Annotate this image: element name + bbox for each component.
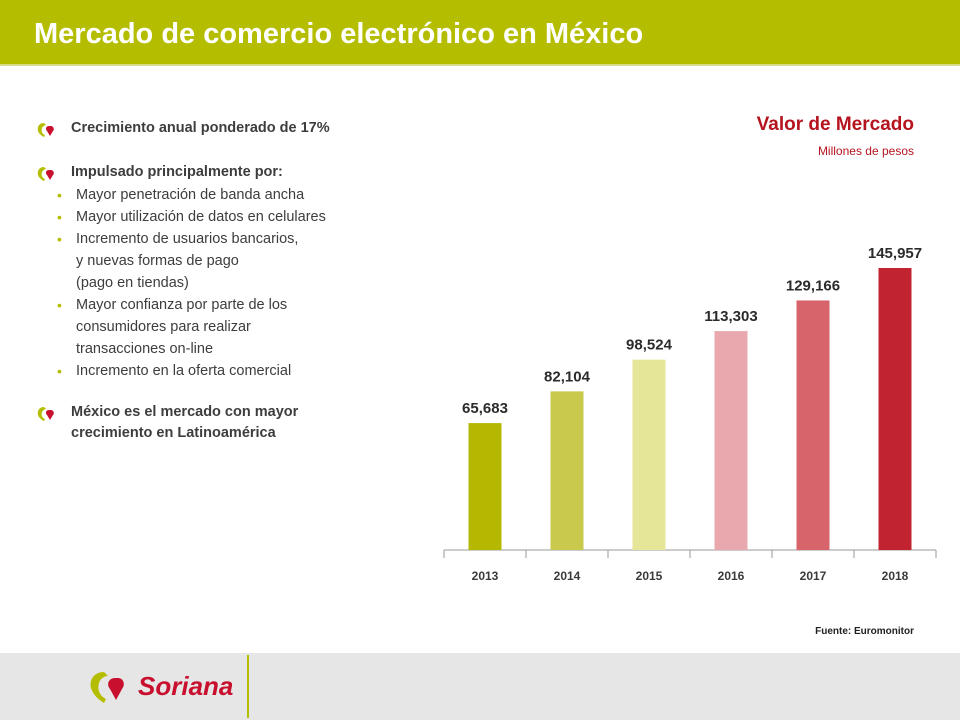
bullet-dot-icon: • (57, 187, 62, 203)
sub-item: • Mayor penetración de banda ancha (56, 184, 436, 206)
bullet-item: Crecimiento anual ponderado de 17% (36, 118, 436, 139)
bar-2015 (632, 359, 666, 550)
x-tick-label-2014: 2014 (554, 569, 581, 583)
sub-item: • Mayor confianza por parte de los (56, 294, 436, 316)
soriana-bullet-icon (37, 167, 54, 181)
bullet-dot-icon: • (57, 209, 62, 225)
page-title: Mercado de comercio electrónico en Méxic… (34, 18, 644, 50)
bullet-text: México es el mercado con mayor crecimien… (71, 404, 299, 441)
bullet-text: Crecimiento anual ponderado de 17% (71, 120, 330, 136)
sub-item-continuation: y nuevas formas de pago (76, 253, 239, 269)
sub-item: • Incremento de usuarios bancarios, (56, 228, 436, 250)
soriana-bullet-icon (37, 123, 54, 137)
bullet-text: Impulsado principalmente por: (71, 164, 283, 180)
source-note: Fuente: Euromonitor (815, 626, 914, 637)
data-label-2014: 82,104 (544, 368, 591, 385)
data-label-2013: 65,683 (462, 400, 508, 417)
data-label-2017: 129,166 (786, 277, 840, 294)
chart-subtitle: Millones de pesos (817, 144, 914, 158)
sub-list: • Mayor penetración de banda ancha • Mayor… (36, 184, 436, 382)
bar-2013 (468, 423, 502, 550)
sub-item: • Incremento en la oferta comercial (56, 360, 436, 382)
x-tick-label-2015: 2015 (636, 569, 663, 583)
data-label-2016: 113,303 (704, 308, 757, 325)
sub-item-continuation: transacciones on-line (76, 341, 214, 357)
bullet-dot-icon: • (57, 363, 62, 379)
bullet-item: México es el mercado con mayor crecimien… (36, 402, 436, 444)
soriana-logo-text: Soriana (138, 671, 234, 701)
bullet-dot-icon: • (57, 231, 62, 247)
x-tick-label-2016: 2016 (718, 569, 745, 583)
data-label-2015: 98,524 (626, 337, 673, 354)
sub-item-continuation: consumidores para realizar (76, 319, 251, 335)
bar-2014 (550, 391, 584, 550)
bullet-dot-icon: • (57, 297, 62, 313)
footer-separator (247, 655, 249, 718)
soriana-logo-icon (90, 672, 124, 703)
soriana-bullet-icon (37, 407, 54, 421)
bullet-item: Impulsado principalmente por: (36, 162, 436, 183)
x-tick-label-2018: 2018 (882, 569, 909, 583)
data-label-2018: 145,957 (868, 245, 922, 262)
bar-2017 (796, 300, 830, 550)
bullet-list: Crecimiento anual ponderado de 17% Impul… (36, 118, 436, 444)
x-tick-label-2013: 2013 (472, 569, 499, 583)
bar-2018 (878, 268, 912, 550)
footer-bar (0, 653, 960, 720)
bar-chart: 65,683 2013 82,104 2014 98,524 2015 113,303 201… (443, 245, 937, 583)
header-bar (0, 0, 960, 64)
sub-item-continuation: (pago en tiendas) (76, 275, 189, 291)
header-divider (0, 64, 960, 66)
x-tick-label-2017: 2017 (800, 569, 827, 583)
chart-title: Valor de Mercado (756, 114, 914, 135)
sub-item: • Mayor utilización de datos en celulares (56, 206, 436, 228)
bar-2016 (714, 331, 748, 550)
